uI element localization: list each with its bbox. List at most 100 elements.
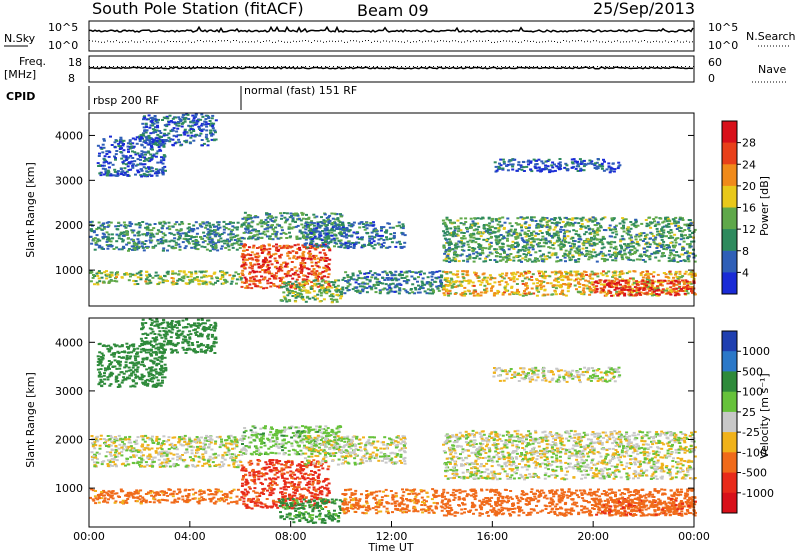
echo-cell xyxy=(576,270,580,273)
echo-cell xyxy=(553,253,557,256)
echo-cell xyxy=(392,234,396,237)
echo-cell xyxy=(197,125,201,128)
echo-cell xyxy=(203,120,207,123)
echo-cell xyxy=(691,273,695,276)
nsearch-point xyxy=(464,41,465,43)
echo-cell xyxy=(444,223,448,226)
echo-cell xyxy=(474,272,478,275)
echo-cell xyxy=(200,280,204,283)
echo-cell xyxy=(121,239,125,242)
echo-cell xyxy=(285,247,289,250)
echo-cell xyxy=(607,253,611,256)
echo-cell xyxy=(631,277,635,280)
echo-cell xyxy=(210,239,214,241)
echo-cell xyxy=(589,250,593,253)
echo-cell xyxy=(133,234,137,237)
echo-cell xyxy=(565,272,569,275)
echo-cell xyxy=(128,140,132,143)
echo-cell xyxy=(177,243,181,246)
echo-cell xyxy=(575,288,578,291)
echo-cell xyxy=(114,157,117,160)
echo-cell xyxy=(262,287,265,290)
echo-cell xyxy=(186,134,190,137)
nsearch-point xyxy=(224,40,225,42)
echo-cell xyxy=(266,221,270,223)
echo-cell xyxy=(559,276,562,278)
echo-cell xyxy=(366,275,370,278)
echo-cell xyxy=(291,220,295,223)
echo-cell xyxy=(625,227,629,230)
echo-cell xyxy=(322,249,326,252)
nave-point xyxy=(205,66,206,67)
echo-cell xyxy=(646,245,650,248)
echo-cell xyxy=(378,289,382,292)
echo-cell xyxy=(356,289,360,292)
echo-cell xyxy=(559,228,563,231)
echo-cell xyxy=(568,259,572,262)
nsearch-point xyxy=(101,41,102,43)
echo-cell xyxy=(200,113,204,116)
echo-cell xyxy=(611,231,615,234)
echo-cell xyxy=(299,270,303,273)
echo-cell xyxy=(572,239,575,242)
echo-cell xyxy=(457,284,461,287)
echo-cell xyxy=(624,244,628,247)
echo-cell xyxy=(191,280,195,283)
nave-point xyxy=(413,66,414,67)
echo-cell xyxy=(163,221,167,224)
echo-cell xyxy=(204,123,208,126)
echo-cell xyxy=(145,271,149,273)
echo-cell xyxy=(448,249,452,252)
echo-cell xyxy=(110,245,114,248)
echo-cell xyxy=(655,227,659,230)
echo-cell xyxy=(588,287,592,290)
echo-cell xyxy=(479,246,483,249)
echo-cell xyxy=(517,254,521,257)
echo-cell xyxy=(432,271,436,274)
nsearch-point xyxy=(566,40,567,42)
echo-cell xyxy=(664,273,668,276)
echo-cell xyxy=(534,251,538,254)
echo-cell xyxy=(321,270,325,273)
echo-cell xyxy=(246,227,250,230)
echo-cell xyxy=(582,242,586,244)
echo-cell xyxy=(628,277,632,280)
echo-cell xyxy=(281,282,285,285)
echo-cell xyxy=(210,117,214,120)
echo-cell xyxy=(452,221,456,224)
echo-cell xyxy=(463,286,467,289)
nsearch-point xyxy=(497,41,498,43)
echo-cell xyxy=(690,240,694,243)
echo-cell xyxy=(657,244,661,247)
echo-cell xyxy=(323,287,327,290)
echo-cell xyxy=(140,154,144,156)
echo-cell xyxy=(399,246,403,248)
echo-cell xyxy=(282,244,286,247)
echo-cell xyxy=(548,225,552,228)
nave-point xyxy=(553,66,554,67)
nsearch-point xyxy=(455,40,456,42)
echo-cell xyxy=(602,283,605,286)
echo-cell xyxy=(285,265,289,268)
echo-cell xyxy=(146,276,150,279)
echo-cell xyxy=(336,293,339,296)
echo-cell xyxy=(397,292,401,295)
echo-cell xyxy=(302,237,306,240)
echo-cell xyxy=(571,242,575,245)
echo-cell xyxy=(156,161,160,164)
echo-cell xyxy=(307,224,311,227)
echo-cell xyxy=(144,131,148,134)
echo-cell xyxy=(159,159,163,162)
echo-cell xyxy=(274,232,278,235)
echo-cell xyxy=(490,236,493,238)
echo-cell xyxy=(231,233,235,236)
echo-cell xyxy=(195,121,199,124)
echo-cell xyxy=(123,171,127,174)
echo-cell xyxy=(148,223,152,226)
echo-cell xyxy=(472,236,476,239)
echo-cell xyxy=(430,275,434,278)
echo-cell xyxy=(379,246,383,249)
echo-cell xyxy=(465,271,469,274)
nave-point xyxy=(505,66,506,67)
echo-cell xyxy=(201,128,205,131)
